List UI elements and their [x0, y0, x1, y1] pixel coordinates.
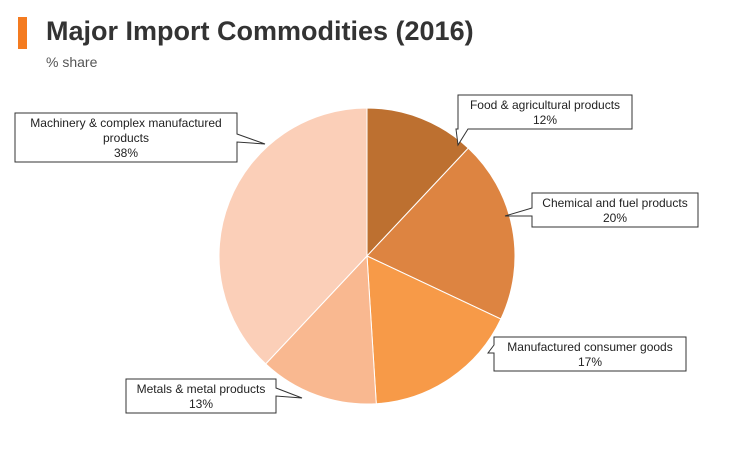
slice-category-label: Manufactured consumer goods	[507, 340, 672, 354]
slice-category-label: Machinery & complex manufactured	[30, 116, 221, 130]
chart-title: Major Import Commodities (2016)	[46, 16, 474, 46]
title-accent-bar	[18, 17, 27, 49]
callout-box-1	[455, 94, 633, 147]
slice-value-label: 13%	[189, 397, 213, 411]
callout-box-4	[125, 378, 303, 414]
callout-box-2	[504, 192, 699, 228]
slice-value-label: 17%	[578, 355, 602, 369]
pie-slice-5	[218, 107, 368, 365]
pie-slices	[218, 107, 516, 405]
callout-5: Machinery & complex manufacturedproducts…	[14, 112, 266, 163]
callout-box-5	[14, 112, 266, 163]
slice-category-label: products	[103, 131, 149, 145]
slice-value-label: 38%	[114, 146, 138, 160]
chart-subtitle: % share	[46, 54, 98, 70]
pie-slice-2	[366, 147, 516, 320]
slice-category-label: Metals & metal products	[137, 382, 266, 396]
pie-slice-3	[366, 255, 502, 405]
pie-slice-1	[366, 107, 470, 258]
callout-box-3	[487, 336, 687, 372]
slice-category-label: Food & agricultural products	[470, 98, 620, 112]
slice-category-label: Chemical and fuel products	[542, 196, 687, 210]
slice-value-label: 20%	[603, 211, 627, 225]
pie-slice-4	[264, 254, 377, 405]
slice-value-label: 12%	[533, 113, 557, 127]
